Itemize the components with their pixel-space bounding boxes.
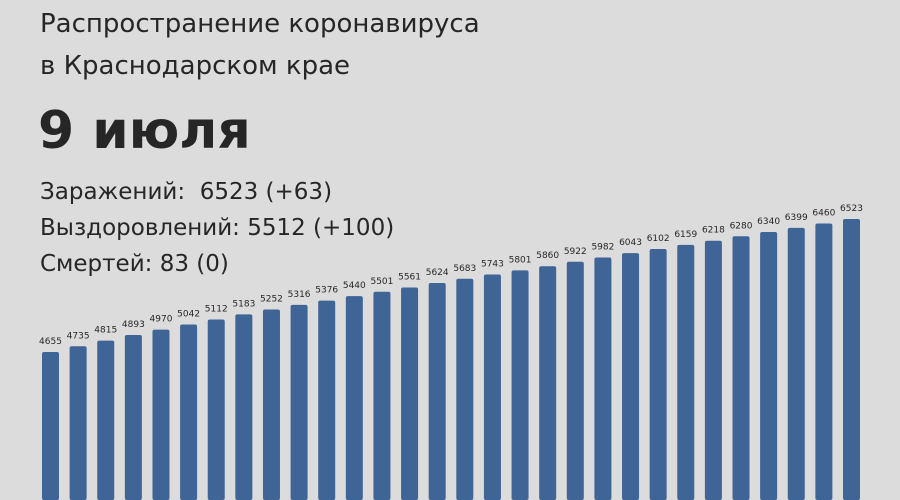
value-label: 4970 bbox=[150, 315, 173, 325]
chart-title: Распространение коронавируса bbox=[40, 9, 480, 39]
stat: Выздоровлений: 5512 (+100) bbox=[40, 215, 394, 241]
value-label: 5860 bbox=[536, 251, 559, 261]
value-label: 6523 bbox=[840, 204, 863, 214]
bar bbox=[483, 274, 501, 500]
bar bbox=[318, 300, 336, 500]
bar bbox=[843, 219, 860, 500]
bar bbox=[42, 352, 59, 500]
chart-title: в Краснодарском крае bbox=[40, 51, 350, 81]
bar bbox=[704, 240, 722, 500]
bar bbox=[677, 244, 695, 500]
value-label: 5440 bbox=[343, 281, 366, 291]
bar bbox=[760, 232, 778, 500]
value-label: 5743 bbox=[481, 260, 504, 270]
bar bbox=[97, 340, 115, 500]
bar bbox=[539, 266, 557, 500]
value-label: 5683 bbox=[453, 264, 476, 274]
bar bbox=[566, 261, 584, 500]
value-label: 5112 bbox=[205, 304, 228, 314]
bar bbox=[152, 329, 170, 500]
value-label: 6102 bbox=[647, 234, 670, 244]
bar bbox=[428, 283, 446, 500]
bar bbox=[345, 296, 363, 500]
bar bbox=[262, 309, 280, 500]
value-label: 4735 bbox=[67, 331, 90, 341]
value-label: 5982 bbox=[591, 243, 614, 253]
bar bbox=[511, 270, 529, 500]
date: 9 июля bbox=[38, 101, 251, 161]
value-label: 6159 bbox=[674, 230, 697, 240]
bar bbox=[815, 223, 833, 500]
value-label: 5922 bbox=[564, 247, 587, 257]
value-label: 5376 bbox=[315, 286, 338, 296]
bar bbox=[594, 257, 612, 500]
value-label: 5042 bbox=[177, 309, 200, 319]
value-label: 4655 bbox=[39, 337, 62, 347]
value-label: 6399 bbox=[785, 213, 808, 223]
value-label: 5561 bbox=[398, 272, 421, 282]
bar bbox=[180, 324, 198, 500]
bar bbox=[622, 253, 640, 500]
bar bbox=[401, 287, 419, 500]
bar bbox=[787, 227, 805, 500]
value-label: 6280 bbox=[730, 221, 753, 231]
bar bbox=[456, 278, 474, 500]
bar bbox=[69, 346, 87, 500]
bar bbox=[124, 335, 142, 500]
bar bbox=[649, 248, 667, 500]
bar bbox=[235, 314, 253, 500]
bar bbox=[373, 291, 391, 500]
stat: Смертей: 83 (0) bbox=[40, 251, 229, 277]
stat: Заражений: 6523 (+63) bbox=[40, 179, 332, 205]
value-label: 5316 bbox=[288, 290, 311, 300]
value-label: 6340 bbox=[757, 217, 780, 227]
value-label: 4815 bbox=[94, 326, 117, 336]
value-label: 5624 bbox=[426, 268, 449, 278]
value-label: 5252 bbox=[260, 294, 283, 304]
value-label: 5501 bbox=[370, 277, 393, 287]
value-label: 5183 bbox=[232, 299, 255, 309]
value-label: 5801 bbox=[509, 255, 532, 265]
bar bbox=[290, 304, 308, 500]
bar bbox=[207, 319, 225, 500]
value-label: 4893 bbox=[122, 320, 145, 330]
bar bbox=[732, 236, 750, 500]
value-label: 6043 bbox=[619, 238, 642, 248]
value-label: 6460 bbox=[812, 208, 835, 218]
value-label: 6218 bbox=[702, 226, 725, 236]
